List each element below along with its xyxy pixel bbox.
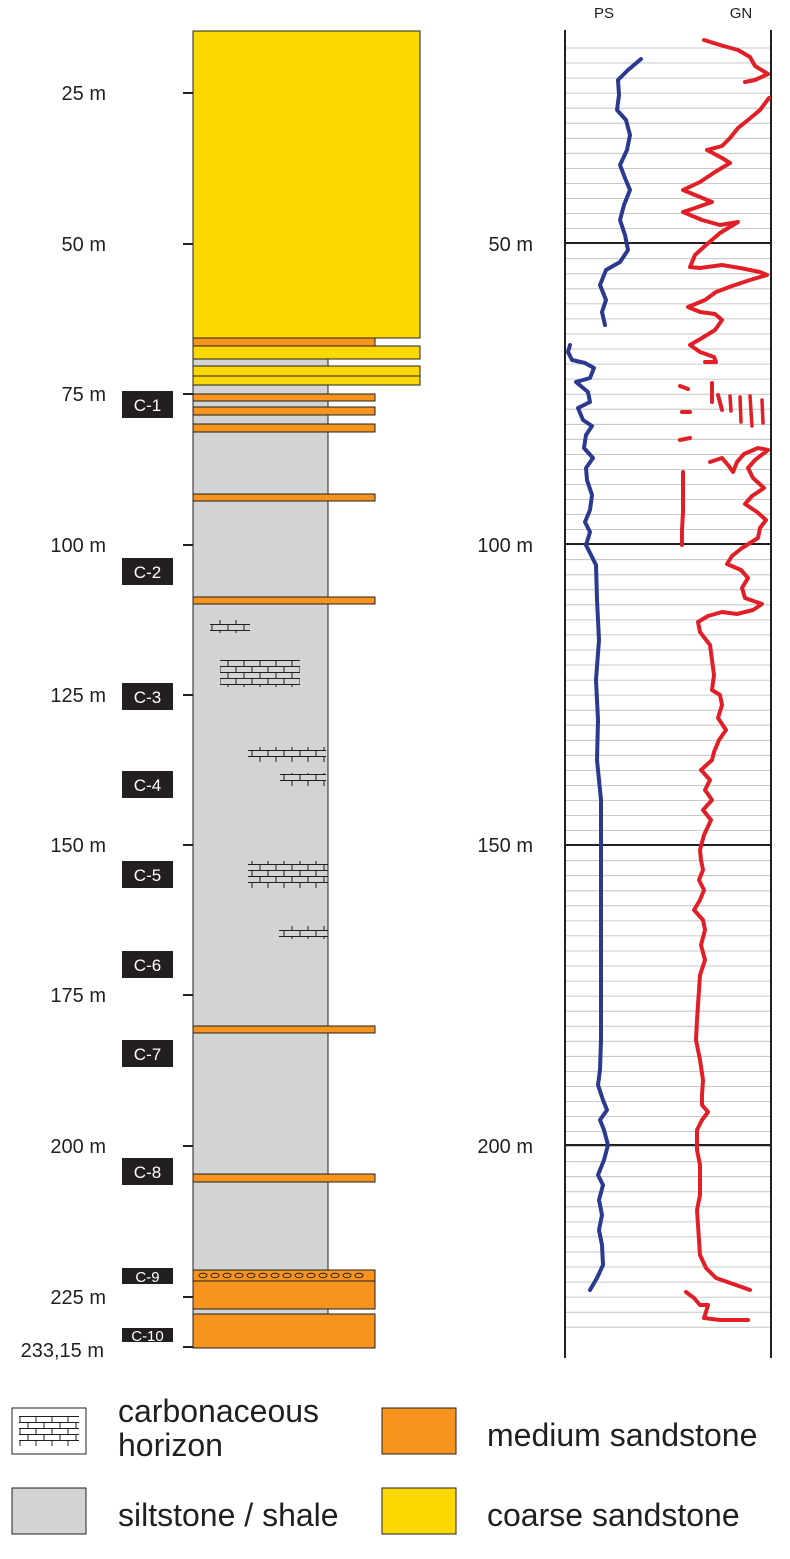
gn-log-curve (702, 38, 770, 84)
legend-coarse-swatch (381, 1487, 457, 1535)
core-sample-box (122, 771, 173, 798)
carbonaceous-horizon (280, 773, 326, 786)
gn-log-curve (692, 446, 770, 1292)
coarse-sandstone-bed (192, 375, 421, 386)
medium-sandstone-bed (192, 423, 376, 433)
legend: carbonaceous horizon medium sandstone si… (11, 1393, 757, 1535)
carbonaceous-horizon (220, 660, 300, 687)
core-sample-label: C-3 (134, 688, 161, 707)
core-sample-label: C-1 (134, 396, 161, 415)
gn-header: GN (730, 5, 753, 22)
well-log-panel: PS GN 50 m 100 m 150 m 200 m (477, 5, 772, 1358)
core-sample-label: C-10 (131, 1328, 164, 1345)
gn-log-curve (681, 96, 771, 364)
ps-header: PS (594, 5, 614, 22)
depth-label: 225 m (50, 1287, 106, 1309)
coarse-sandstone-main (192, 30, 421, 339)
coarse-sandstone-bed (192, 365, 421, 377)
legend-carbonaceous-label: carbonaceous (118, 1393, 319, 1429)
carbonaceous-horizon (279, 926, 328, 939)
medium-sandstone-bed (192, 406, 376, 416)
core-sample-box (122, 683, 173, 710)
depth-label: 233,15 m (21, 1340, 104, 1362)
medium-sandstone-bed (192, 596, 376, 605)
carbonaceous-horizon (248, 747, 326, 762)
gn-log-dashes (678, 381, 724, 442)
depth-label: 200 m (50, 1136, 106, 1158)
depth-label: 175 m (50, 985, 106, 1007)
core-sample-label: C-8 (134, 1163, 161, 1182)
depth-label: 75 m (62, 384, 106, 406)
carbonaceous-horizon (248, 861, 328, 888)
core-sample-label: C-5 (134, 866, 161, 885)
core-sample-box (122, 391, 173, 418)
core-sample-label: C-6 (134, 956, 161, 975)
legend-siltstone-label: siltstone / shale (118, 1497, 339, 1533)
depth-label: 50 m (62, 234, 106, 256)
core-sample-box (122, 1040, 173, 1067)
gn-log-curve (684, 1290, 750, 1322)
core-sample-box (122, 1158, 173, 1185)
depth-label: 125 m (50, 685, 106, 707)
log-depth-label: 100 m (477, 535, 533, 557)
legend-medium-label: medium sandstone (487, 1417, 757, 1453)
legend-siltstone-swatch (11, 1487, 87, 1535)
medium-sandstone-bed (192, 1173, 376, 1183)
log-depth-label: 150 m (477, 835, 533, 857)
lithology-column (192, 30, 421, 1349)
core-sample-labels: C-1 C-2 C-3 C-4 C-5 C-6 C-7 C-8 C-9 C-10 (122, 391, 173, 1345)
siltstone-layer (192, 335, 329, 1315)
core-sample-label: C-2 (134, 563, 161, 582)
core-sample-label: C-7 (134, 1045, 161, 1064)
medium-sandstone-conglomerate (192, 1269, 376, 1282)
gn-log-bars (728, 394, 765, 428)
log-depth-label: 50 m (489, 234, 533, 256)
core-sample-box (122, 951, 173, 978)
log-depth-label: 200 m (477, 1136, 533, 1158)
legend-coarse-label: coarse sandstone (487, 1497, 740, 1533)
carbonaceous-horizon (210, 620, 250, 633)
legend-medium-swatch (381, 1407, 457, 1455)
gn-log-curve (680, 470, 685, 547)
pebble-pattern (198, 1272, 364, 1279)
depth-ticks (183, 92, 193, 1348)
depth-axis: 25 m 50 m 75 m 100 m 125 m 150 m 175 m 2… (21, 83, 193, 1362)
core-sample-box (122, 861, 173, 888)
medium-sandstone-bed (192, 1280, 376, 1310)
core-sample-label: C-9 (135, 1269, 159, 1286)
depth-label: 100 m (50, 535, 106, 557)
medium-sandstone-bed (192, 393, 376, 402)
depth-label: 150 m (50, 835, 106, 857)
depth-label: 25 m (62, 83, 106, 105)
medium-sandstone-bed (192, 1313, 376, 1349)
core-sample-label: C-4 (134, 776, 161, 795)
coarse-sandstone-bed (192, 345, 421, 360)
carbonaceous-icon (19, 1416, 79, 1446)
legend-carbonaceous-label-2: horizon (118, 1427, 223, 1463)
medium-sandstone-bed (192, 493, 376, 502)
ps-log-curve (598, 57, 643, 327)
core-sample-box (122, 1328, 173, 1342)
core-sample-box (122, 1268, 173, 1284)
core-sample-box (122, 558, 173, 585)
medium-sandstone-bed (192, 1025, 376, 1034)
ps-log-curve (566, 343, 610, 1292)
